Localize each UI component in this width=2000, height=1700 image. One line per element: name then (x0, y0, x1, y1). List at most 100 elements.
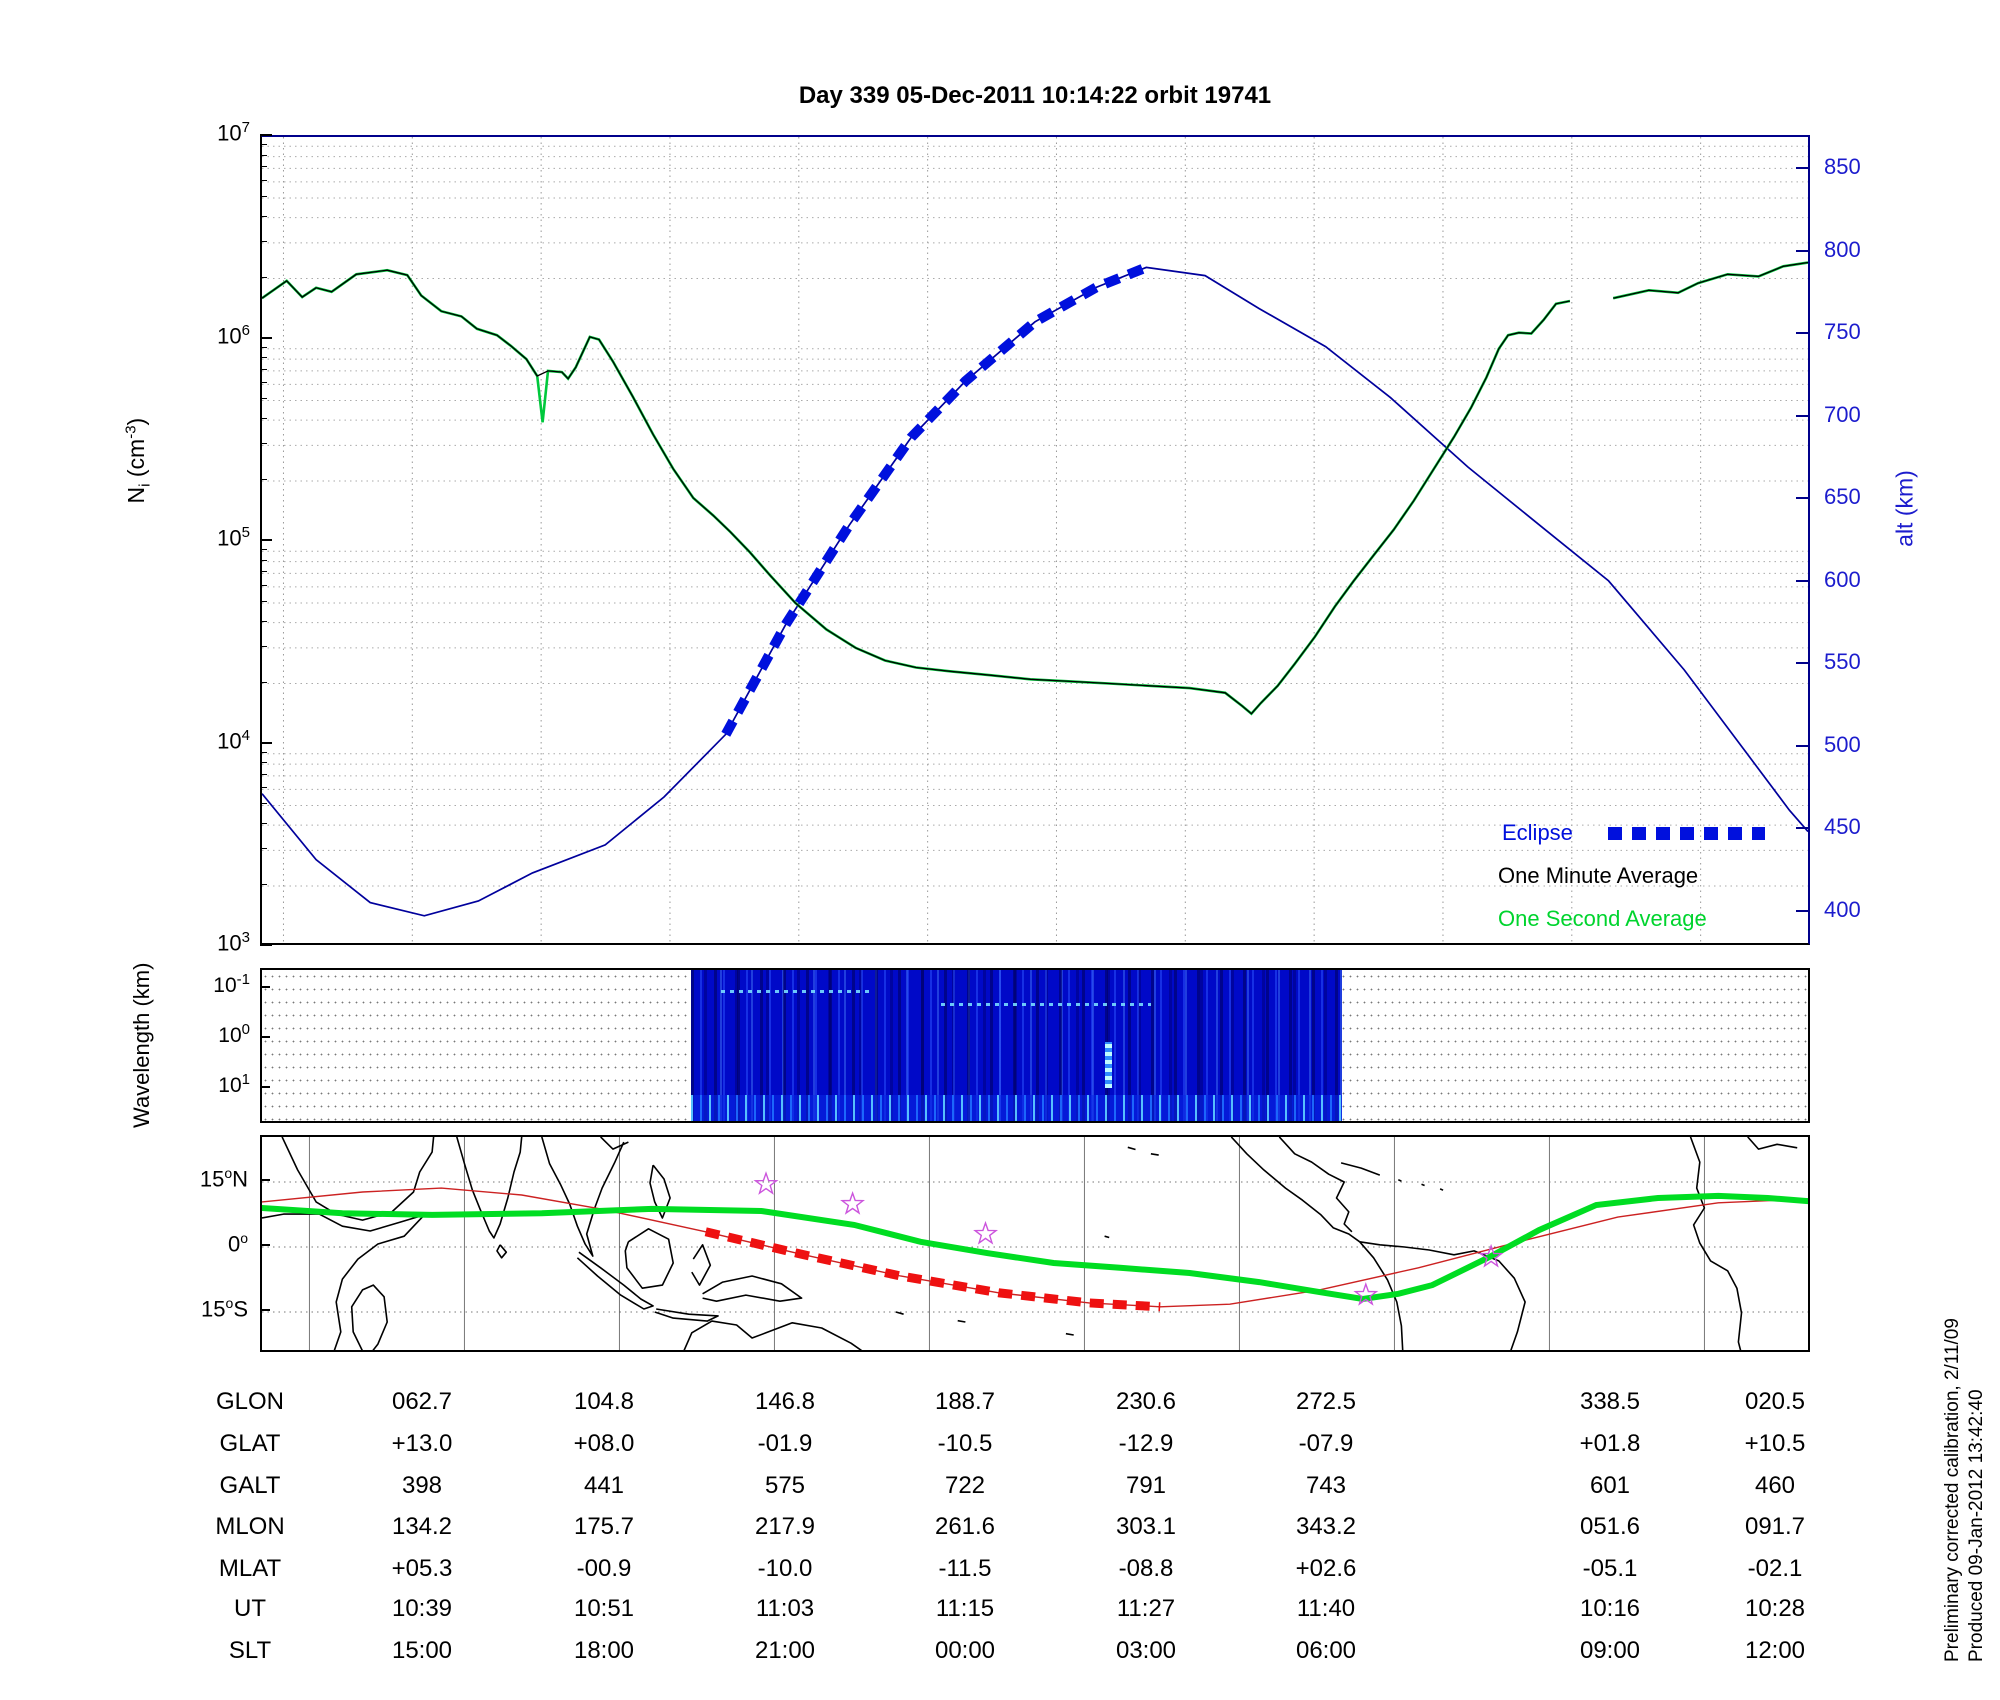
left-minor-tick (260, 144, 267, 146)
spectrogram-streak-2 (941, 1003, 1151, 1006)
table-row-label: SLT (228, 1637, 272, 1664)
left-minor-tick (260, 559, 267, 561)
table-cell: -10.0 (757, 1555, 813, 1582)
table-cell: 575 (764, 1472, 806, 1499)
left-minor-tick (260, 443, 267, 445)
table-cell: -07.9 (1298, 1430, 1354, 1457)
wavelength-tick-mark (260, 1036, 270, 1038)
table-row-label: UT (234, 1595, 266, 1622)
table-cell: 460 (1754, 1472, 1796, 1499)
table-cell: 188.7 (934, 1388, 996, 1415)
left-minor-tick (260, 382, 267, 384)
table-row-label: GALT (219, 1472, 281, 1499)
table-cell: 272.5 (1295, 1388, 1357, 1415)
left-minor-tick (260, 584, 267, 586)
right-tick-label: 700 (1824, 401, 1861, 427)
table-cell: -05.1 (1582, 1555, 1638, 1582)
density-altitude-curves (262, 137, 1808, 943)
left-minor-tick (260, 620, 267, 622)
left-minor-tick (260, 884, 267, 886)
right-tick-label: 650 (1824, 484, 1861, 509)
side-note-calibration: Preliminary corrected calibration, 2/11/… (1942, 1318, 1963, 1662)
table-cell: 398 (401, 1472, 443, 1499)
table-cell: -02.1 (1747, 1555, 1803, 1582)
right-tick-mark (1796, 414, 1808, 417)
right-tick-mark (1796, 497, 1808, 499)
table-cell: +10.5 (1744, 1430, 1806, 1457)
wavelength-tick-mark (260, 986, 270, 988)
right-tick-label: 600 (1824, 566, 1861, 592)
table-cell: +02.6 (1295, 1555, 1357, 1582)
density-altitude-plot (260, 135, 1810, 945)
table-cell: 18:00 (573, 1637, 635, 1664)
right-tick-mark (1796, 744, 1808, 747)
right-tick-label: 550 (1824, 649, 1861, 674)
right-tick-mark (1796, 332, 1808, 334)
left-minor-tick (260, 762, 267, 764)
left-minor-tick (260, 357, 267, 359)
wavelength-tick-label: 10-1 (213, 971, 250, 997)
table-cell: 11:27 (1116, 1595, 1176, 1622)
left-tick-mark (260, 944, 272, 946)
left-tick-mark (260, 539, 272, 541)
left-tick-label: 103 (217, 929, 250, 956)
map-lat-label: 15oN (199, 1165, 248, 1192)
left-minor-tick (260, 166, 267, 168)
table-cell: +13.0 (391, 1430, 453, 1457)
left-minor-tick (260, 240, 267, 242)
table-cell: 441 (583, 1472, 625, 1499)
side-note-produced: Produced 09-Jan-2012 13:42:40 (1966, 1389, 1987, 1662)
table-cell: 104.8 (573, 1388, 635, 1415)
map-lat-tick (260, 1244, 270, 1246)
table-cell: 11:03 (755, 1595, 815, 1622)
right-tick-mark (1796, 167, 1808, 169)
left-minor-tick (260, 803, 267, 805)
left-tick-label: 105 (217, 524, 250, 551)
table-cell: 020.5 (1744, 1388, 1806, 1415)
table-cell: 15:00 (391, 1637, 453, 1664)
left-minor-tick (260, 848, 267, 850)
legend-one-second-label: One Second Average (1498, 906, 1707, 931)
table-cell: -12.9 (1118, 1430, 1174, 1457)
left-minor-tick (260, 368, 267, 370)
right-tick-label: 800 (1824, 236, 1861, 262)
table-cell: 11:40 (1296, 1595, 1356, 1622)
table-cell: 791 (1125, 1472, 1167, 1499)
left-minor-tick (260, 179, 267, 181)
left-minor-tick (260, 787, 267, 789)
wavelength-axis-label: Wavelength (km) (129, 962, 154, 1128)
table-cell: 12:00 (1744, 1637, 1806, 1664)
left-tick-label: 107 (217, 119, 250, 146)
table-cell: 743 (1305, 1472, 1347, 1499)
left-minor-tick (260, 823, 267, 825)
map-lat-label: 15oS (201, 1295, 248, 1322)
left-minor-tick (260, 549, 267, 551)
table-cell: +08.0 (573, 1430, 635, 1457)
map-lat-tick (260, 1179, 270, 1181)
table-cell: 175.7 (573, 1513, 635, 1540)
left-minor-tick (260, 195, 267, 197)
right-tick-mark (1796, 827, 1808, 829)
wavelength-tick-label: 101 (218, 1071, 250, 1097)
left-tick-mark (260, 741, 272, 744)
map-drawing (262, 1137, 1808, 1350)
table-cell: 03:00 (1115, 1637, 1177, 1664)
ground-track-map (260, 1135, 1810, 1352)
table-cell: 217.9 (754, 1513, 816, 1540)
right-tick-mark (1796, 249, 1808, 252)
left-tick-label: 104 (217, 726, 250, 753)
spectrogram-bright-bottom-band (691, 1095, 1342, 1121)
map-lat-tick (260, 1309, 270, 1311)
spectrogram-bright-column (1105, 1042, 1112, 1088)
left-minor-tick (260, 571, 267, 573)
table-row-label: MLON (215, 1513, 285, 1540)
table-cell: 06:00 (1295, 1637, 1357, 1664)
table-cell: 051.6 (1579, 1513, 1641, 1540)
table-cell: 722 (944, 1472, 986, 1499)
table-cell: 303.1 (1115, 1513, 1177, 1540)
table-row-label: GLAT (219, 1430, 281, 1457)
table-cell: -08.8 (1118, 1555, 1174, 1582)
left-minor-tick (260, 215, 267, 217)
spectrogram-data-block (691, 970, 1342, 1121)
